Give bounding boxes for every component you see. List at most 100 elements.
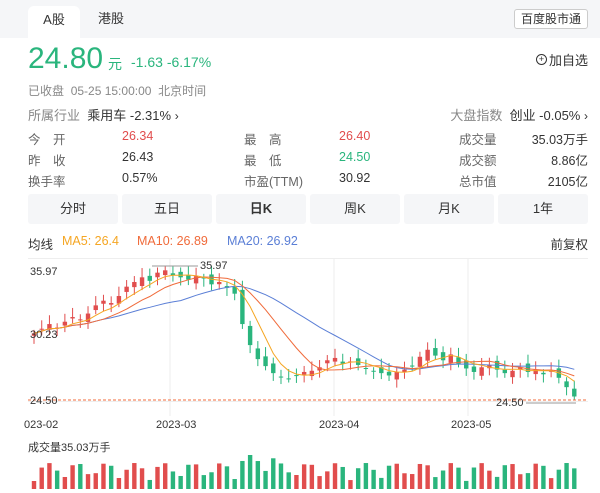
candle-body [409, 365, 415, 367]
volume-bar [332, 463, 338, 489]
volume-bar [386, 465, 392, 489]
ma5-line [33, 274, 575, 382]
period-tab-5day[interactable]: 五日 [122, 194, 212, 224]
candle-body [448, 354, 453, 363]
tab-hk-share[interactable]: 港股 [98, 11, 125, 26]
candle-body [433, 348, 438, 356]
volume-bar [379, 477, 384, 489]
adjust-mode-button[interactable]: 前复权 [550, 238, 588, 252]
candle-body [101, 300, 106, 304]
ma10-line [33, 276, 575, 377]
stat-value: 2105亿 [547, 175, 588, 189]
market-index-link[interactable]: 大盘指数 创业 -0.05% › [450, 108, 588, 123]
volume-bar [132, 463, 137, 489]
stat-label: 最 高 [244, 133, 282, 147]
volume-bar [263, 470, 268, 489]
period-tab-1year[interactable]: 1年 [498, 194, 588, 224]
period-tab-intraday[interactable]: 分时 [28, 194, 118, 224]
candle-body [170, 273, 176, 275]
volume-bar [255, 461, 261, 489]
candle-body [518, 367, 523, 370]
period-tab-daily-k[interactable]: 日K [216, 194, 306, 224]
candle-body [147, 275, 152, 281]
volume-bar [363, 463, 369, 489]
candle-body [371, 370, 376, 372]
volume-bar [433, 477, 438, 489]
candle-body [271, 363, 276, 374]
current-price: 24.80 [28, 42, 104, 75]
volume-bar [494, 476, 500, 489]
high-marker-label: 35.97 [200, 260, 228, 272]
candle-body [510, 370, 515, 378]
volume-bar [247, 455, 253, 489]
volume-bar [170, 471, 176, 489]
volume-bar [471, 467, 477, 489]
volume-bar [417, 463, 423, 489]
candle-body [263, 356, 268, 367]
volume-bar [425, 465, 430, 489]
volume-bar [178, 475, 183, 489]
stat-value: 8.86亿 [551, 154, 588, 168]
candle-body [340, 361, 345, 364]
ma10-label: MA10: 26.89 [137, 234, 208, 248]
volume-bar [163, 463, 168, 489]
candle-body [201, 277, 207, 279]
volume-bar [510, 464, 515, 489]
volume-bar [209, 472, 214, 489]
chevron-right-icon: › [584, 109, 588, 123]
volume-svg [31, 455, 577, 489]
industry-link[interactable]: 所属行业 乘用车 -2.31% › [28, 108, 179, 123]
candle-body [479, 367, 484, 376]
volume-bar [31, 481, 37, 489]
candle-body [193, 276, 199, 284]
candle-body [186, 275, 191, 280]
volume-bar [201, 475, 207, 489]
volume-label: 成交量35.03万手 [28, 442, 111, 454]
candle-body [240, 289, 245, 325]
stat-label: 换手率 [28, 175, 66, 189]
market-status: 已收盘 05-25 15:00:00 北京时间 [28, 84, 207, 98]
candle-body [39, 328, 44, 330]
x-label: 2023-04 [319, 419, 360, 431]
add-watchlist-button[interactable]: + 加自选 [535, 50, 588, 69]
candle-body [502, 369, 508, 374]
x-axis-labels: 023-02 2023-03 2023-04 2023-05 [24, 419, 588, 433]
period-tab-weekly-k[interactable]: 周K [310, 194, 400, 224]
plus-circle-icon: + [535, 54, 547, 65]
volume-bar [371, 469, 376, 489]
y-label-mid: 30.23 [30, 329, 58, 341]
tab-a-share[interactable]: A股 [28, 6, 80, 38]
volume-bar [108, 465, 114, 489]
x-label: 2023-03 [156, 419, 197, 431]
candle-body [124, 286, 129, 292]
stat-label: 今 开 [28, 133, 66, 147]
price-unit: 元 [108, 56, 122, 72]
volume-bar [85, 474, 91, 489]
volume-bar [564, 463, 569, 489]
kline-chart[interactable]: 35.97 30.23 24.50 35.97 24.50 [28, 258, 588, 416]
candle-body [533, 369, 538, 375]
low-marker-label: 24.50 [496, 397, 524, 409]
market-tabs: A股 港股 百度股市通 [0, 0, 600, 38]
period-tab-monthly-k[interactable]: 月K [404, 194, 494, 224]
stat-value: 26.40 [339, 129, 371, 143]
ma5-label: MA5: 26.4 [62, 234, 119, 248]
volume-bar [240, 460, 245, 489]
candle-body [286, 378, 291, 380]
volume-bar [116, 478, 122, 489]
candle-body [155, 272, 160, 278]
volume-bar [278, 463, 284, 489]
volume-bar [464, 480, 469, 489]
stat-label: 最 低 [244, 154, 282, 168]
candle-body [108, 303, 114, 305]
stats-row: 昨 收 26.43 最 低 24.50 成交额 8.86亿 [28, 150, 588, 171]
stat-label: 成交量 [459, 133, 497, 147]
stat-label: 总市值 [459, 175, 497, 189]
volume-bar [124, 469, 129, 489]
baidu-stock-button[interactable]: 百度股市通 [513, 9, 588, 29]
volume-bar [217, 463, 222, 489]
volume-bar [39, 467, 44, 489]
volume-bar [548, 478, 554, 489]
period-tabs: 分时 五日 日K 周K 月K 1年 [28, 194, 588, 224]
candle-body [70, 317, 75, 319]
